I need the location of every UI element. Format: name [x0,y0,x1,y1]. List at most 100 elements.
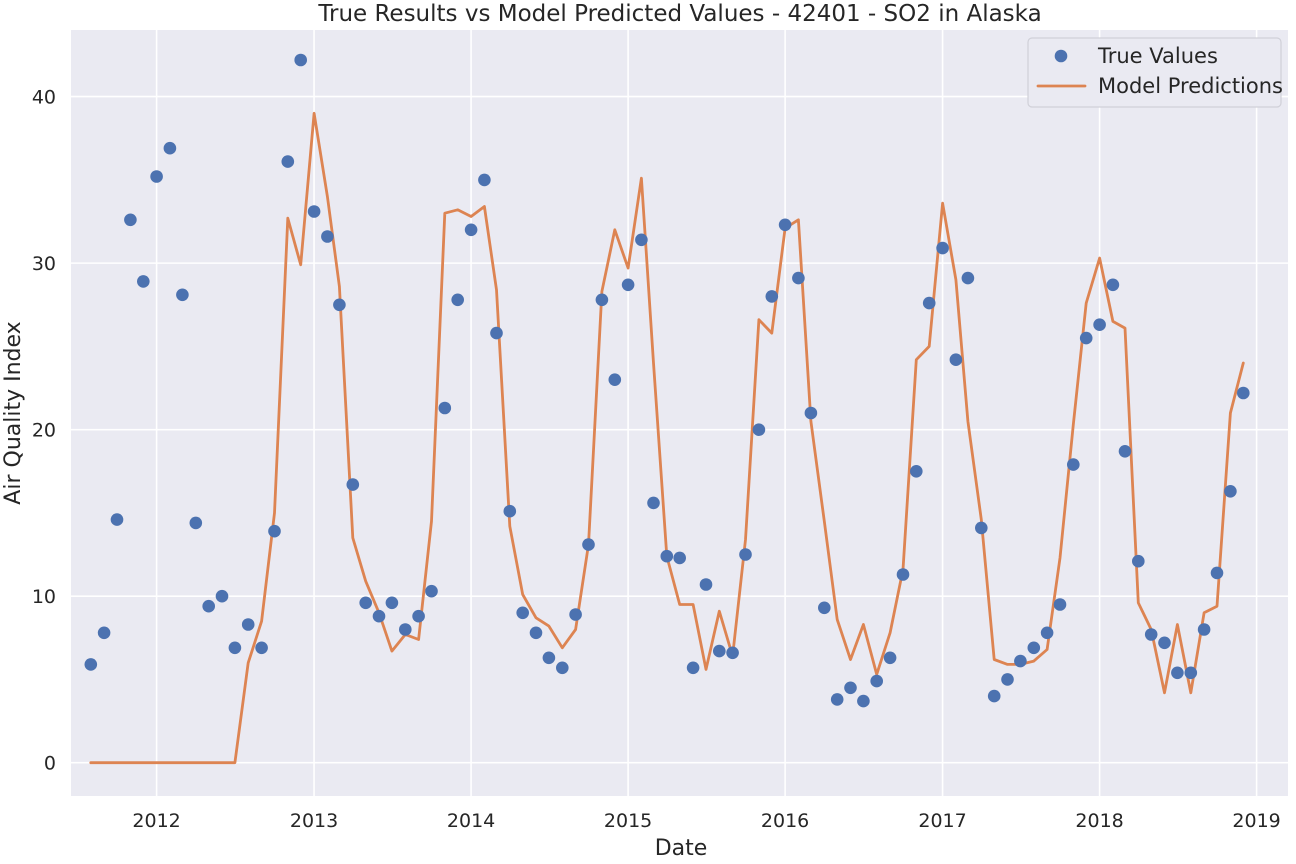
legend-label-true-values: True Values [1097,44,1218,68]
true-value-point [1210,566,1224,580]
legend-marker-true-values [1054,49,1068,63]
true-value-point [163,141,177,155]
true-value-point [621,278,635,292]
true-value-point [556,661,569,675]
true-value-point [241,618,255,631]
true-value-point [529,626,543,640]
true-value-point [255,641,268,655]
true-value-point [150,170,163,183]
legend: True Values Model Predictions [1027,37,1283,108]
true-value-point [582,538,595,551]
true-value-point [307,205,321,218]
true-value-point [569,608,582,621]
true-value-point [608,373,622,387]
true-value-point [961,271,975,285]
true-value-point [215,589,229,603]
true-value-point [438,401,452,415]
x-tick-label-2012: 2012 [132,810,180,832]
true-value-point [883,651,897,665]
true-value-point [228,641,242,655]
true-value-point [503,504,517,518]
true-value-point [359,596,373,610]
true-value-point [647,496,660,510]
x-tick-label-2019: 2019 [1232,810,1280,832]
grid-lines [71,30,1288,796]
true-value-point [595,293,609,307]
true-value-point [1197,623,1211,636]
true-value-point [739,548,752,561]
legend-box [1027,37,1282,108]
true-value-point [1118,445,1132,458]
true-value-point [844,681,857,695]
true-value-point [1053,598,1067,611]
true-value-point [189,516,203,530]
true-value-point [792,271,805,285]
y-tick-label-20: 20 [32,420,56,442]
series-true-values [84,53,1250,708]
true-value-point [765,290,779,303]
true-value-point [281,155,295,168]
true-value-point [987,689,1001,703]
true-value-point [399,623,412,636]
true-value-point [1001,673,1014,686]
true-value-point [673,551,686,565]
true-value-point [372,609,386,623]
true-value-point [346,478,360,491]
true-value-point [1144,628,1158,641]
y-tick-label-40: 40 [32,87,56,109]
true-value-point [1106,278,1120,292]
chart-title: True Results vs Model Predicted Values -… [317,1,1041,27]
true-value-point [1040,626,1054,640]
legend-label-model-predictions: Model Predictions [1098,74,1283,98]
true-value-point [660,549,674,563]
y-tick-label-10: 10 [32,586,56,608]
true-value-point [1079,331,1093,345]
true-value-point [385,596,399,610]
true-value-point [1158,636,1171,650]
x-tick-label-2016: 2016 [761,810,809,832]
true-value-point [1224,485,1237,498]
true-value-point [922,296,936,310]
x-axis-label: Date [655,836,708,861]
x-tick-label-2015: 2015 [604,810,652,832]
true-value-point [110,513,124,526]
true-value-point [726,646,739,660]
true-value-point [830,693,844,706]
true-value-point [490,326,503,340]
true-value-point [451,293,465,307]
true-value-point [321,230,334,243]
true-value-point [635,233,648,247]
true-value-point [1014,654,1027,668]
true-value-point [870,674,883,688]
true-value-point [936,241,949,255]
true-value-point [294,53,308,67]
true-value-point [516,606,529,620]
true-value-point [1184,666,1198,680]
true-value-point [97,626,111,640]
x-tick-labels: 2012 2013 2014 2015 2016 2017 2018 2019 [132,810,1280,832]
y-tick-label-0: 0 [44,753,56,775]
true-value-point [1093,318,1106,332]
true-value-point [975,521,988,535]
true-value-point [804,406,818,420]
true-value-point [818,601,831,615]
true-value-point [542,651,556,665]
true-value-point [752,423,766,437]
x-tick-label-2013: 2013 [290,810,338,832]
true-value-point [699,578,713,591]
true-value-point [84,658,98,671]
true-value-point [686,661,700,675]
true-value-point [910,465,923,478]
true-value-point [268,524,281,538]
y-tick-labels: 0 10 20 30 40 [32,87,56,775]
true-value-point [1171,666,1184,680]
true-value-point [857,694,870,708]
true-value-point [176,288,189,302]
true-value-point [1067,458,1080,471]
true-value-point [412,609,425,623]
true-value-point [1132,554,1145,568]
plot-area [71,30,1288,796]
true-value-point [713,644,726,658]
true-value-point [778,218,792,232]
